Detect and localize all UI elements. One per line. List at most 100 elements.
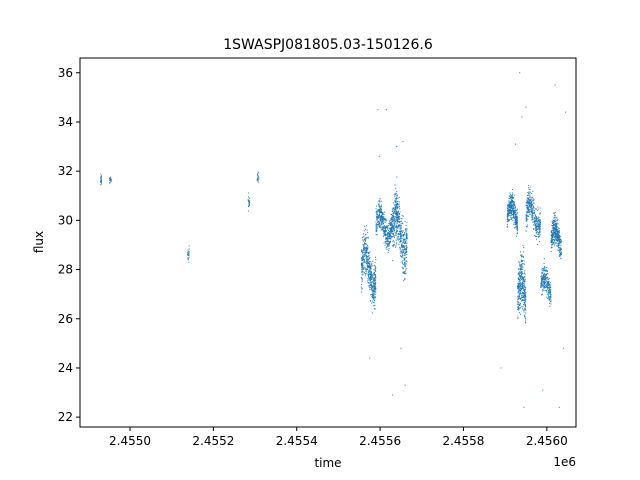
data-point bbox=[406, 237, 408, 239]
data-point bbox=[399, 255, 401, 257]
data-point bbox=[392, 233, 394, 235]
data-point bbox=[366, 251, 368, 253]
data-point bbox=[366, 249, 368, 251]
data-point bbox=[520, 277, 522, 279]
data-point bbox=[392, 260, 394, 262]
data-point bbox=[188, 256, 190, 258]
data-point bbox=[374, 278, 376, 280]
data-point bbox=[525, 312, 527, 314]
data-point bbox=[548, 286, 550, 288]
data-point bbox=[377, 209, 379, 211]
data-point bbox=[554, 224, 556, 226]
data-point bbox=[367, 266, 369, 268]
data-point bbox=[366, 256, 368, 257]
data-point bbox=[507, 220, 509, 222]
data-point bbox=[546, 294, 548, 296]
data-point bbox=[365, 225, 367, 227]
data-point bbox=[535, 217, 537, 219]
data-point bbox=[401, 238, 403, 240]
data-point bbox=[403, 239, 405, 241]
data-point bbox=[526, 218, 528, 220]
data-point bbox=[517, 285, 519, 287]
data-point bbox=[524, 278, 526, 280]
data-point bbox=[519, 269, 521, 271]
data-point bbox=[518, 304, 520, 306]
data-point bbox=[525, 319, 527, 321]
data-point bbox=[365, 228, 367, 230]
data-point bbox=[397, 213, 399, 215]
data-point bbox=[378, 222, 380, 224]
data-point bbox=[517, 300, 519, 302]
data-point bbox=[382, 221, 384, 223]
data-point bbox=[512, 197, 514, 199]
data-point bbox=[398, 197, 400, 199]
data-point bbox=[395, 228, 397, 230]
data-point bbox=[397, 225, 399, 227]
data-point bbox=[530, 196, 532, 198]
data-point bbox=[362, 239, 364, 241]
data-point bbox=[537, 235, 539, 237]
data-point bbox=[518, 308, 520, 310]
data-point bbox=[371, 312, 373, 314]
data-point bbox=[546, 284, 548, 286]
data-point bbox=[506, 223, 508, 225]
data-point bbox=[402, 235, 404, 237]
data-point bbox=[515, 215, 517, 217]
data-point bbox=[551, 234, 553, 236]
data-point bbox=[386, 234, 388, 236]
data-point bbox=[543, 286, 545, 288]
data-point bbox=[511, 197, 513, 199]
data-point bbox=[400, 235, 402, 237]
data-point bbox=[508, 213, 510, 215]
data-point bbox=[395, 245, 397, 247]
data-point bbox=[539, 231, 541, 233]
data-point bbox=[402, 254, 404, 256]
data-point bbox=[558, 233, 560, 235]
data-point bbox=[379, 223, 381, 225]
data-point bbox=[522, 288, 524, 290]
data-point bbox=[518, 287, 520, 289]
data-point bbox=[389, 228, 391, 230]
data-point bbox=[401, 256, 403, 258]
data-point bbox=[517, 297, 519, 299]
data-point bbox=[384, 221, 386, 223]
data-point bbox=[402, 246, 404, 248]
data-point bbox=[387, 231, 389, 233]
data-point bbox=[382, 223, 384, 225]
data-point bbox=[535, 235, 537, 237]
data-point bbox=[393, 222, 395, 224]
data-point bbox=[373, 302, 375, 304]
data-point bbox=[361, 288, 363, 290]
data-point bbox=[402, 231, 404, 233]
data-point bbox=[507, 205, 509, 207]
data-point bbox=[543, 258, 545, 260]
data-point bbox=[403, 245, 405, 247]
data-point bbox=[383, 233, 385, 235]
data-point bbox=[363, 249, 365, 251]
data-point bbox=[381, 222, 383, 224]
data-point bbox=[528, 210, 530, 212]
data-point bbox=[373, 269, 375, 271]
data-point bbox=[404, 240, 406, 242]
data-point bbox=[532, 219, 534, 221]
data-point bbox=[388, 232, 390, 234]
data-point bbox=[512, 209, 514, 211]
data-point bbox=[400, 220, 402, 222]
data-point bbox=[394, 205, 396, 207]
data-point bbox=[397, 220, 399, 222]
data-point bbox=[383, 231, 385, 233]
data-point bbox=[406, 246, 408, 248]
data-point bbox=[390, 230, 392, 232]
data-point bbox=[398, 216, 400, 218]
data-point bbox=[382, 220, 384, 222]
data-point bbox=[544, 267, 546, 269]
data-point bbox=[371, 287, 373, 289]
data-point bbox=[524, 298, 526, 300]
data-point bbox=[537, 228, 539, 230]
data-point bbox=[368, 266, 370, 268]
data-point bbox=[391, 237, 393, 239]
data-point bbox=[507, 210, 509, 212]
data-point bbox=[522, 273, 524, 275]
data-point bbox=[370, 294, 372, 296]
data-point bbox=[510, 214, 512, 216]
